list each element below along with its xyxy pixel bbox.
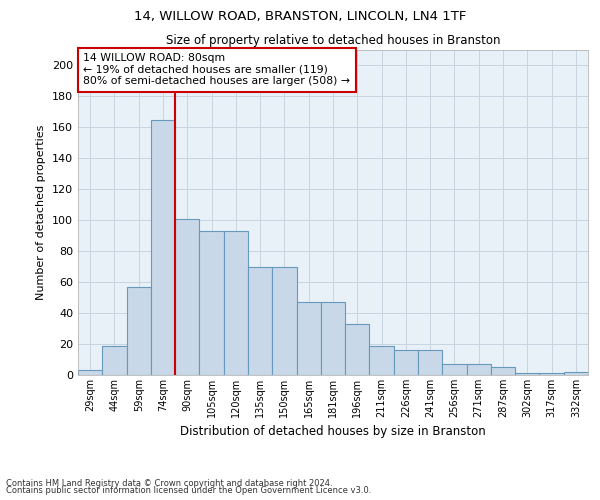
Text: 14 WILLOW ROAD: 80sqm
← 19% of detached houses are smaller (119)
80% of semi-det: 14 WILLOW ROAD: 80sqm ← 19% of detached … [83, 53, 350, 86]
Bar [467, 364, 491, 375]
Bar [345, 324, 370, 375]
Text: Contains public sector information licensed under the Open Government Licence v3: Contains public sector information licen… [6, 486, 371, 495]
Bar [442, 364, 467, 375]
Bar [515, 374, 539, 375]
Bar [175, 218, 199, 375]
Text: 14, WILLOW ROAD, BRANSTON, LINCOLN, LN4 1TF: 14, WILLOW ROAD, BRANSTON, LINCOLN, LN4 … [134, 10, 466, 23]
Bar [418, 350, 442, 375]
Bar [151, 120, 175, 375]
Bar [102, 346, 127, 375]
Bar [224, 231, 248, 375]
Bar [248, 266, 272, 375]
X-axis label: Distribution of detached houses by size in Branston: Distribution of detached houses by size … [180, 426, 486, 438]
Bar [539, 374, 564, 375]
Bar [199, 231, 224, 375]
Bar [296, 302, 321, 375]
Bar [370, 346, 394, 375]
Text: Contains HM Land Registry data © Crown copyright and database right 2024.: Contains HM Land Registry data © Crown c… [6, 478, 332, 488]
Bar [564, 372, 588, 375]
Bar [127, 287, 151, 375]
Bar [272, 266, 296, 375]
Bar [78, 370, 102, 375]
Bar [394, 350, 418, 375]
Y-axis label: Number of detached properties: Number of detached properties [37, 125, 46, 300]
Bar [491, 368, 515, 375]
Title: Size of property relative to detached houses in Branston: Size of property relative to detached ho… [166, 34, 500, 48]
Bar [321, 302, 345, 375]
